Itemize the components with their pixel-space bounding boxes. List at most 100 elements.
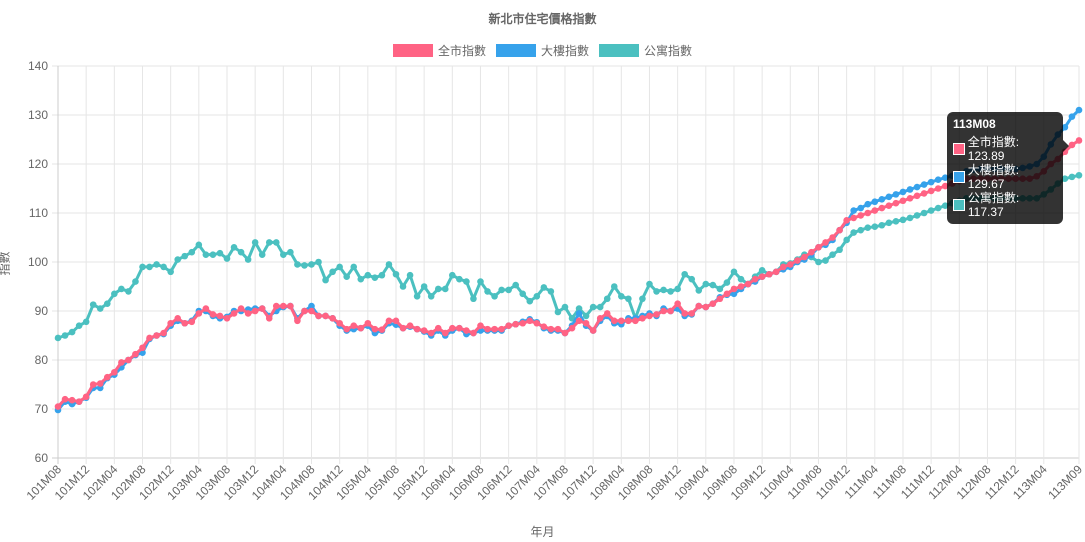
data-point xyxy=(82,318,90,326)
data-point xyxy=(484,325,491,333)
data-point xyxy=(427,293,435,300)
data-point xyxy=(913,192,921,200)
data-point xyxy=(716,285,724,293)
data-point xyxy=(209,251,217,258)
data-point xyxy=(554,325,562,333)
data-point xyxy=(941,182,949,190)
data-point xyxy=(751,275,759,283)
data-point xyxy=(68,396,76,404)
data-point xyxy=(336,263,343,271)
data-point xyxy=(357,324,365,332)
data-point xyxy=(392,270,400,278)
data-point xyxy=(582,319,590,327)
data-point xyxy=(610,283,618,290)
data-point xyxy=(737,283,745,290)
data-point xyxy=(596,303,604,311)
legend-item-building[interactable]: 大樓指數 xyxy=(495,42,589,59)
data-point xyxy=(463,327,470,334)
data-point xyxy=(941,174,949,182)
data-point xyxy=(758,267,766,274)
data-point xyxy=(251,307,259,315)
data-point xyxy=(167,319,174,327)
data-point xyxy=(934,204,942,212)
data-point xyxy=(449,271,456,279)
data-point xyxy=(674,285,681,293)
data-point xyxy=(512,320,519,328)
data-point xyxy=(772,268,780,276)
data-point xyxy=(181,319,189,327)
tooltip-swatch xyxy=(953,199,965,211)
data-point xyxy=(892,218,900,225)
legend-label: 全市指數 xyxy=(437,44,486,58)
data-point xyxy=(920,209,928,217)
data-point xyxy=(350,322,358,330)
data-point xyxy=(470,329,477,337)
data-point xyxy=(237,305,245,312)
data-point xyxy=(477,322,484,330)
data-point xyxy=(716,295,724,303)
data-point xyxy=(934,176,942,183)
data-point xyxy=(540,284,548,291)
data-point xyxy=(758,273,766,281)
data-point xyxy=(406,271,414,279)
data-point xyxy=(118,359,125,366)
data-point xyxy=(625,317,632,325)
data-point xyxy=(491,293,498,300)
data-point xyxy=(878,204,886,212)
tooltip-value: 公寓指數: 117.37 xyxy=(967,191,1020,219)
data-point xyxy=(54,334,62,342)
data-point xyxy=(294,261,301,268)
data-point xyxy=(702,280,710,288)
data-point xyxy=(1075,106,1083,114)
data-point xyxy=(836,246,843,254)
data-point xyxy=(265,239,273,246)
data-point xyxy=(216,312,224,320)
data-point xyxy=(244,256,252,263)
legend: 全市指數 大樓指數 公寓指數 xyxy=(0,42,1085,59)
data-point xyxy=(568,324,576,332)
data-point xyxy=(463,278,470,285)
data-point xyxy=(906,214,914,222)
data-point xyxy=(364,271,372,279)
data-point xyxy=(667,307,674,315)
data-point xyxy=(843,217,850,224)
data-point xyxy=(540,323,548,330)
data-point xyxy=(498,325,505,333)
data-point xyxy=(223,315,231,322)
legend-item-apartment[interactable]: 公寓指數 xyxy=(599,42,692,59)
data-point xyxy=(1061,123,1069,131)
data-point xyxy=(399,283,407,290)
data-point xyxy=(371,325,379,333)
data-point xyxy=(272,302,280,310)
y-tick-label: 70 xyxy=(35,402,49,416)
tooltip: 113M08 全市指數: 123.89 大樓指數: 129.67 公寓指數: 1… xyxy=(947,112,1069,224)
data-point xyxy=(322,276,329,284)
data-point xyxy=(561,329,569,337)
y-tick-label: 60 xyxy=(35,451,49,465)
data-point xyxy=(787,261,794,268)
data-point xyxy=(850,229,857,236)
data-point xyxy=(1068,141,1076,149)
data-point xyxy=(913,212,921,219)
data-point xyxy=(125,288,132,295)
data-point xyxy=(871,223,879,231)
y-tick-label: 90 xyxy=(35,304,49,318)
data-point xyxy=(561,303,569,311)
data-point xyxy=(554,308,562,316)
data-point xyxy=(378,326,386,333)
data-point xyxy=(533,319,541,327)
data-point xyxy=(294,317,301,325)
data-point xyxy=(582,312,590,320)
data-point xyxy=(618,317,625,325)
data-point xyxy=(639,315,646,322)
data-point xyxy=(702,303,710,311)
data-point xyxy=(103,300,111,307)
legend-label: 大樓指數 xyxy=(540,44,589,58)
data-point xyxy=(857,212,865,219)
data-point xyxy=(456,324,463,332)
legend-item-city[interactable]: 全市指數 xyxy=(392,42,486,59)
data-point xyxy=(857,204,865,212)
x-tick-label: 113M09 xyxy=(1045,462,1085,502)
data-point xyxy=(251,239,259,246)
